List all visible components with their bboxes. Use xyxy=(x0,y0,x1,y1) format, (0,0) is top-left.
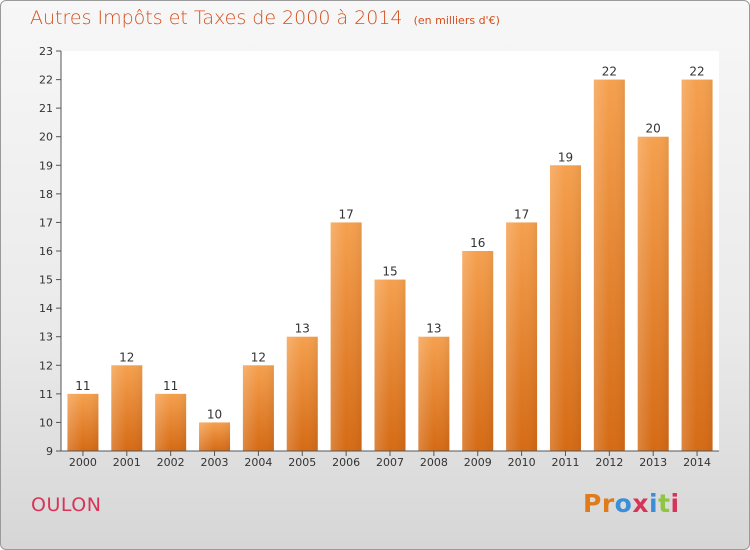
bar-highlight xyxy=(637,136,669,451)
bar-value-label: 19 xyxy=(558,150,573,164)
bar-value-label: 22 xyxy=(602,65,617,79)
bar-highlight xyxy=(593,79,625,452)
y-tick-label: 21 xyxy=(39,102,53,115)
bar-value-label: 15 xyxy=(382,265,397,279)
y-tick-label: 17 xyxy=(39,216,53,229)
x-tick-label: 2005 xyxy=(288,456,316,469)
x-tick-label: 2001 xyxy=(113,456,141,469)
bar-value-label: 13 xyxy=(295,322,310,336)
bar-highlight xyxy=(199,422,231,451)
bar-highlight xyxy=(330,222,362,451)
y-tick-label: 11 xyxy=(39,388,53,401)
bar-value-label: 17 xyxy=(338,207,353,221)
y-tick-label: 10 xyxy=(39,416,53,429)
x-tick-label: 2000 xyxy=(69,456,97,469)
bar-highlight xyxy=(549,165,581,452)
y-tick-label: 9 xyxy=(46,445,53,458)
x-tick-label: 2013 xyxy=(639,456,667,469)
commune-name: OULON xyxy=(31,494,102,516)
bar-value-label: 13 xyxy=(426,322,441,336)
logo-letter: o xyxy=(614,489,633,518)
bar-value-label: 12 xyxy=(251,350,266,364)
y-tick-label: 16 xyxy=(39,245,53,258)
bar-value-label: 22 xyxy=(689,65,704,79)
bar-value-label: 20 xyxy=(646,122,661,136)
logo-letter: t xyxy=(658,489,671,518)
logo-letter: i xyxy=(649,489,659,518)
x-tick-label: 2003 xyxy=(201,456,229,469)
proxiti-logo: Proxiti xyxy=(583,489,680,518)
bar-value-label: 11 xyxy=(163,379,178,393)
x-tick-label: 2002 xyxy=(157,456,185,469)
logo-letter: x xyxy=(632,489,649,518)
logo-letter: P xyxy=(583,489,602,518)
bar-highlight xyxy=(155,393,187,451)
x-tick-label: 2012 xyxy=(595,456,623,469)
bar-highlight xyxy=(242,365,274,451)
bar-value-label: 16 xyxy=(470,236,485,250)
y-tick-label: 12 xyxy=(39,359,53,372)
y-tick-label: 18 xyxy=(39,188,53,201)
x-tick-label: 2011 xyxy=(551,456,579,469)
bar-highlight xyxy=(286,336,318,451)
bar-value-label: 12 xyxy=(119,350,134,364)
bar-highlight xyxy=(374,279,406,451)
bar-highlight xyxy=(506,222,538,451)
x-tick-label: 2009 xyxy=(464,456,492,469)
y-tick-label: 23 xyxy=(39,45,53,58)
y-tick-label: 15 xyxy=(39,274,53,287)
bar-highlight xyxy=(67,393,99,451)
x-tick-label: 2006 xyxy=(332,456,360,469)
y-tick-label: 19 xyxy=(39,159,53,172)
chart-title-block: Autres Impôts et Taxes de 2000 à 2014 (e… xyxy=(30,7,500,29)
chart-subtitle: (en milliers d'€) xyxy=(413,14,500,27)
bar-value-label: 10 xyxy=(207,407,222,421)
logo-letter: i xyxy=(670,489,680,518)
bar-highlight xyxy=(462,251,494,451)
x-tick-label: 2014 xyxy=(683,456,711,469)
y-tick-label: 22 xyxy=(39,74,53,87)
bar-value-label: 17 xyxy=(514,207,529,221)
chart-title: Autres Impôts et Taxes de 2000 à 2014 xyxy=(30,7,403,29)
bar-highlight xyxy=(111,365,143,451)
x-tick-label: 2007 xyxy=(376,456,404,469)
y-tick-label: 13 xyxy=(39,331,53,344)
y-tick-label: 20 xyxy=(39,131,53,144)
logo-letter: r xyxy=(601,489,615,518)
x-tick-label: 2004 xyxy=(244,456,272,469)
x-tick-label: 2010 xyxy=(508,456,536,469)
x-tick-label: 2008 xyxy=(420,456,448,469)
bar-highlight xyxy=(418,336,450,451)
y-tick-label: 14 xyxy=(39,302,53,315)
bar-highlight xyxy=(681,79,713,452)
bar-value-label: 11 xyxy=(75,379,90,393)
